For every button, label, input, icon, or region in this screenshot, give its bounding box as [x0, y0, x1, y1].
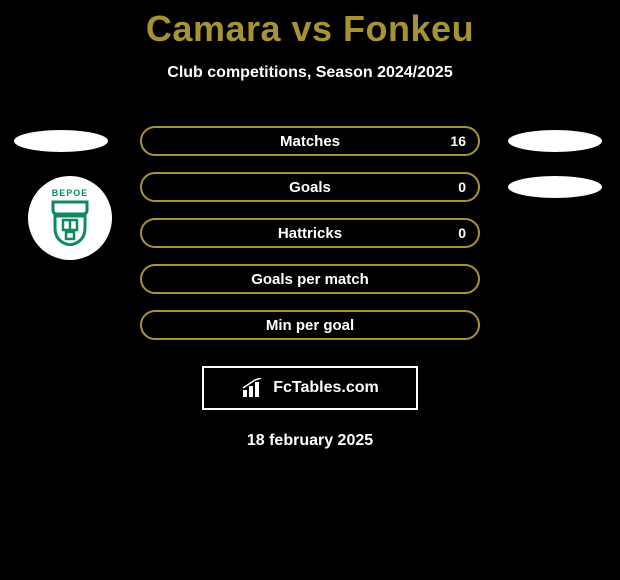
stat-label: Goals	[289, 179, 331, 196]
player-ellipse-right	[508, 130, 602, 152]
stat-value-right: 16	[450, 133, 466, 149]
player-ellipse-right	[508, 176, 602, 198]
shield-icon	[49, 200, 91, 246]
stat-label: Hattricks	[278, 225, 342, 242]
stat-pill: Matches 16	[140, 126, 480, 156]
page-subtitle: Club competitions, Season 2024/2025	[0, 64, 620, 82]
stat-pill: Hattricks 0	[140, 218, 480, 248]
stat-label: Min per goal	[266, 317, 354, 334]
club-badge-inner: BEPOE	[40, 188, 100, 248]
page-title: Camara vs Fonkeu	[0, 0, 620, 50]
club-badge: BEPOE	[28, 176, 112, 260]
stat-pill: Goals 0	[140, 172, 480, 202]
stat-row-gpm: Goals per match	[0, 256, 620, 302]
stat-row-mpg: Min per goal	[0, 302, 620, 348]
stat-label: Matches	[280, 133, 340, 150]
stat-value-right: 0	[458, 225, 466, 241]
date-text: 18 february 2025	[0, 432, 620, 450]
stat-label: Goals per match	[251, 271, 369, 288]
club-badge-text: BEPOE	[52, 188, 89, 198]
attribution-text: FcTables.com	[273, 379, 379, 397]
attribution-box: FcTables.com	[202, 366, 418, 410]
stat-row-matches: Matches 16	[0, 118, 620, 164]
stat-pill: Goals per match	[140, 264, 480, 294]
player-ellipse-left	[14, 130, 108, 152]
stat-value-right: 0	[458, 179, 466, 195]
bar-chart-icon	[241, 378, 267, 398]
stat-pill: Min per goal	[140, 310, 480, 340]
